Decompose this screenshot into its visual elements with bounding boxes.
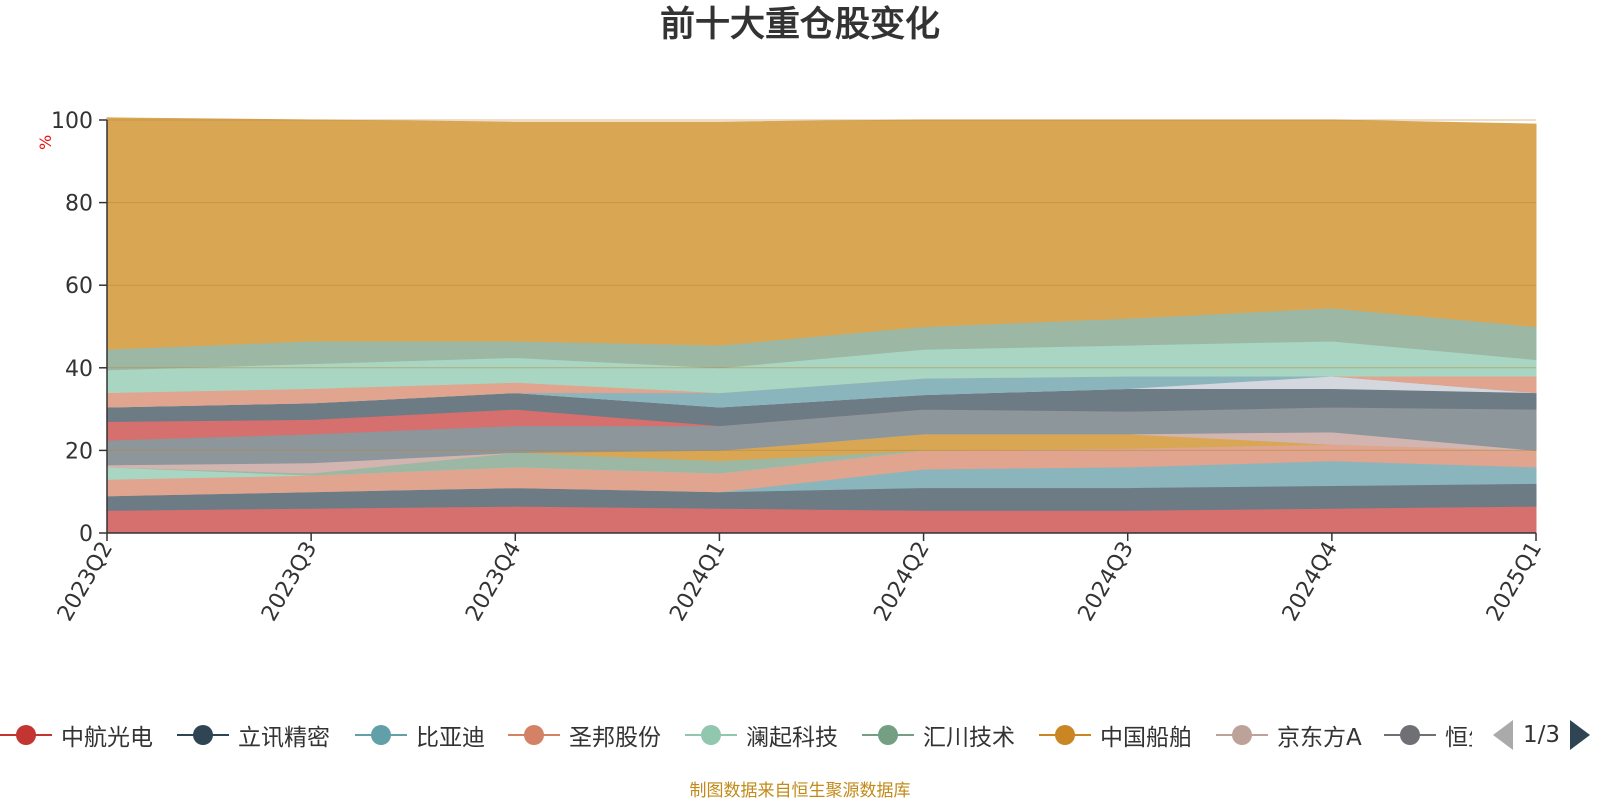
- area-series-17[interactable]: [106, 117, 1537, 350]
- y-tick-label: 40: [65, 357, 93, 382]
- legend-marker-icon: [355, 720, 407, 750]
- legend-label: 圣邦股份: [569, 725, 661, 751]
- legend: 中航光电 立讯精密 比亚迪 圣邦股份 澜起科技 汇川技术 中国船舶 京东方A 恒生电子 1/3: [0, 705, 1600, 765]
- y-tick-label: 20: [65, 439, 93, 464]
- area-series-1[interactable]: [106, 505, 1537, 534]
- legend-label: 中国船舶: [1100, 725, 1192, 751]
- legend-label: 立讯精密: [238, 725, 330, 751]
- legend-item[interactable]: 比亚迪: [355, 705, 485, 765]
- legend-marker-icon: [862, 720, 914, 750]
- x-tick-label: 2025Q1: [1482, 538, 1547, 626]
- x-tick-label: 2024Q2: [869, 538, 934, 626]
- legend-next-page-button[interactable]: [1570, 720, 1591, 750]
- x-tick-label: 2023Q2: [53, 538, 118, 626]
- legend-items: 中航光电 立讯精密 比亚迪 圣邦股份 澜起科技 汇川技术 中国船舶 京东方A 恒生电子: [0, 705, 1472, 765]
- x-tick-label: 2024Q4: [1278, 538, 1343, 626]
- legend-marker-icon: [0, 720, 52, 750]
- x-tick-label: 2023Q3: [257, 538, 322, 626]
- legend-marker-icon: [1216, 720, 1268, 750]
- legend-item[interactable]: 汇川技术: [862, 705, 1015, 765]
- gridlines: [107, 119, 1536, 451]
- y-tick-label: 0: [79, 522, 93, 547]
- legend-label: 汇川技术: [923, 725, 1015, 751]
- legend-item[interactable]: 京东方A: [1216, 705, 1362, 765]
- legend-marker-icon: [177, 720, 229, 750]
- legend-item[interactable]: 中航光电: [0, 705, 153, 765]
- y-tick-label: 60: [65, 274, 93, 299]
- legend-prev-page-button[interactable]: [1493, 720, 1513, 750]
- y-tick-label: 80: [65, 192, 93, 217]
- x-tick-label: 2024Q3: [1074, 538, 1139, 626]
- x-tick-label: 2024Q1: [665, 538, 730, 626]
- legend-label: 中航光电: [61, 725, 153, 751]
- data-source-note: 制图数据来自恒生聚源数据库: [689, 781, 911, 801]
- area-series-group: [106, 117, 1537, 534]
- legend-marker-icon: [1039, 720, 1091, 750]
- legend-marker-icon: [685, 720, 737, 750]
- legend-page-indicator: 1/3: [1523, 722, 1561, 748]
- legend-label: 澜起科技: [746, 725, 838, 751]
- legend-item[interactable]: 立讯精密: [177, 705, 330, 765]
- legend-label: 比亚迪: [416, 725, 485, 751]
- legend-label: 京东方A: [1277, 725, 1362, 751]
- legend-item[interactable]: 圣邦股份: [508, 705, 661, 765]
- legend-marker-icon: [508, 720, 560, 750]
- legend-label: 恒生电子: [1445, 725, 1472, 751]
- legend-item[interactable]: 澜起科技: [685, 705, 838, 765]
- chart-plot-area: 0 20 40 60 80 100 2023Q2 2023Q3 2023Q4 2024Q1 2024…: [51, 109, 1547, 626]
- chart-title: 前十大重仓股变化: [659, 5, 940, 45]
- legend-item[interactable]: 恒生电子: [1384, 705, 1472, 765]
- legend-marker-icon: [1384, 720, 1436, 750]
- y-tick-label: 100: [51, 109, 93, 134]
- x-tick-label: 2023Q4: [461, 538, 526, 626]
- legend-pager: 1/3: [1493, 705, 1591, 765]
- legend-item[interactable]: 中国船舶: [1039, 705, 1192, 765]
